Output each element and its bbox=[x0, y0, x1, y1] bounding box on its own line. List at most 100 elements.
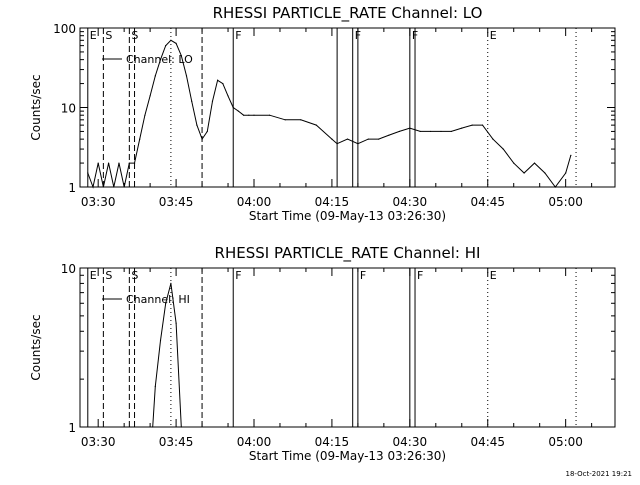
data-point bbox=[450, 130, 452, 133]
data-point bbox=[565, 172, 567, 174]
data-point bbox=[513, 162, 515, 164]
data-point bbox=[217, 79, 219, 81]
data-point bbox=[123, 186, 125, 188]
data-point bbox=[180, 426, 182, 428]
data-point bbox=[191, 100, 193, 102]
x-tick-label: 04:00 bbox=[237, 435, 272, 449]
data-point bbox=[97, 162, 99, 164]
series-line bbox=[87, 39, 572, 189]
event-marker-label: E bbox=[90, 29, 97, 42]
data-point bbox=[211, 100, 214, 102]
data-point bbox=[357, 143, 359, 145]
x-tick-label: 04:45 bbox=[470, 195, 505, 209]
data-point bbox=[144, 114, 146, 116]
data-point bbox=[133, 162, 136, 164]
event-marker-label: F bbox=[417, 269, 423, 282]
data-point bbox=[544, 172, 546, 174]
data-point bbox=[523, 172, 525, 174]
data-point bbox=[180, 54, 182, 57]
x-tick-label: 04:30 bbox=[393, 435, 428, 449]
data-point bbox=[253, 114, 255, 116]
x-tick-label: 04:30 bbox=[393, 195, 428, 209]
data-point bbox=[159, 59, 162, 61]
data-point bbox=[107, 162, 110, 164]
data-point bbox=[248, 114, 250, 116]
data-point bbox=[243, 114, 245, 116]
data-point bbox=[185, 75, 188, 77]
data-point bbox=[113, 186, 115, 188]
data-point bbox=[92, 186, 94, 188]
y-axis-label: Counts/sec bbox=[29, 314, 43, 380]
data-point bbox=[139, 138, 141, 140]
data-point bbox=[554, 186, 556, 188]
data-point bbox=[409, 127, 411, 129]
event-marker-label: S bbox=[105, 29, 112, 42]
y-axis-label: Counts/sec bbox=[29, 74, 43, 140]
x-axis-label: Start Time (09-May-13 03:26:30) bbox=[249, 449, 446, 463]
data-point bbox=[149, 95, 151, 97]
data-point bbox=[232, 106, 234, 109]
x-tick-label: 05:00 bbox=[548, 195, 583, 209]
event-marker-label: S bbox=[131, 29, 138, 42]
data-point bbox=[533, 162, 536, 164]
x-tick-label: 03:30 bbox=[81, 195, 116, 209]
legend-label: Channel: LO bbox=[126, 53, 193, 66]
x-tick-label: 05:00 bbox=[548, 435, 583, 449]
data-point bbox=[471, 124, 473, 126]
data-point bbox=[159, 339, 162, 342]
data-point bbox=[440, 130, 442, 133]
data-point bbox=[227, 95, 229, 97]
y-tick-label: 1 bbox=[68, 421, 76, 435]
data-point bbox=[196, 124, 198, 126]
event-marker-label: E bbox=[90, 269, 97, 282]
y-tick-label: 10 bbox=[61, 262, 76, 276]
x-tick-label: 04:15 bbox=[315, 195, 350, 209]
data-point bbox=[570, 154, 572, 156]
x-tick-label: 03:45 bbox=[159, 435, 194, 449]
y-tick-label: 100 bbox=[53, 22, 76, 36]
data-point bbox=[128, 162, 130, 164]
legend-label: Channel: HI bbox=[126, 293, 190, 306]
event-marker-label: F bbox=[360, 269, 366, 282]
data-point bbox=[461, 127, 463, 129]
data-point bbox=[175, 322, 177, 324]
event-marker-label: F bbox=[235, 29, 241, 42]
data-point bbox=[331, 138, 333, 140]
data-point bbox=[165, 302, 167, 304]
data-point bbox=[481, 124, 484, 126]
chart-title: RHESSI PARTICLE_RATE Channel: HI bbox=[215, 244, 481, 263]
data-point bbox=[237, 110, 240, 112]
data-point bbox=[398, 130, 401, 133]
x-axis-label: Start Time (09-May-13 03:26:30) bbox=[249, 209, 446, 223]
event-marker-label: S bbox=[131, 269, 138, 282]
footer-timestamp: 18-Oct-2021 19:21 bbox=[565, 470, 632, 478]
data-point bbox=[206, 130, 208, 133]
data-point bbox=[170, 282, 172, 285]
data-point bbox=[419, 130, 421, 133]
data-point bbox=[268, 114, 271, 116]
data-point bbox=[430, 130, 432, 133]
x-tick-label: 03:45 bbox=[159, 195, 194, 209]
data-point bbox=[300, 119, 302, 121]
chart-title: RHESSI PARTICLE_RATE Channel: LO bbox=[213, 4, 483, 23]
data-point bbox=[388, 134, 390, 136]
data-point bbox=[336, 143, 338, 145]
data-point bbox=[170, 39, 172, 41]
data-point bbox=[284, 119, 286, 121]
data-point bbox=[87, 172, 89, 174]
x-tick-label: 04:00 bbox=[237, 195, 272, 209]
data-point bbox=[102, 186, 104, 188]
data-point bbox=[118, 162, 120, 164]
x-tick-label: 04:45 bbox=[470, 435, 505, 449]
data-point bbox=[201, 138, 203, 140]
data-point bbox=[175, 42, 177, 45]
data-point bbox=[152, 426, 154, 428]
x-tick-label: 03:30 bbox=[81, 435, 116, 449]
data-point bbox=[367, 138, 369, 140]
data-point bbox=[222, 82, 224, 85]
data-point bbox=[315, 124, 317, 126]
event-marker-label: E bbox=[490, 29, 497, 42]
data-point bbox=[154, 385, 156, 388]
